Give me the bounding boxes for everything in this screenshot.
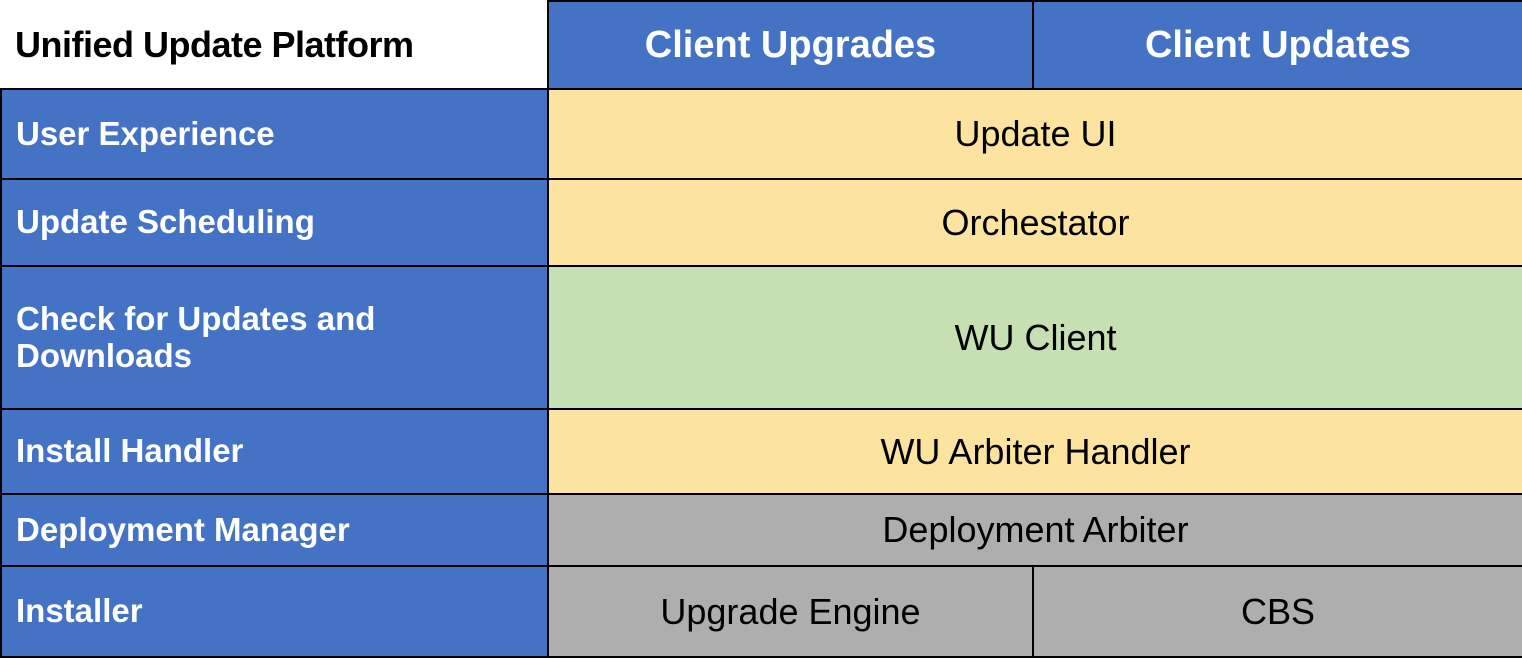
cell-deployment-arbiter: Deployment Arbiter — [547, 493, 1522, 567]
column-header-client-updates: Client Updates — [1032, 0, 1522, 90]
table-row: Update Scheduling Orchestator — [0, 178, 1522, 267]
cell-orchestator: Orchestator — [547, 178, 1522, 267]
cell-upgrade-engine: Upgrade Engine — [547, 565, 1034, 658]
table-row: Install Handler WU Arbiter Handler — [0, 408, 1522, 495]
cell-wu-client: WU Client — [547, 265, 1522, 410]
table-row: Installer Upgrade Engine CBS — [0, 565, 1522, 658]
row-label-install-handler: Install Handler — [0, 408, 549, 495]
row-label-installer: Installer — [0, 565, 549, 658]
cell-cbs: CBS — [1032, 565, 1522, 658]
row-label-user-experience: User Experience — [0, 88, 549, 180]
column-header-client-upgrades: Client Upgrades — [547, 0, 1034, 90]
row-label-update-scheduling: Update Scheduling — [0, 178, 549, 267]
row-label-check-for-updates-and-downloads: Check for Updates and Downloads — [0, 265, 549, 410]
table-header-row: Unified Update Platform Client Upgrades … — [1, 0, 1522, 90]
table-row: User Experience Update UI — [0, 88, 1522, 180]
cell-update-ui: Update UI — [547, 88, 1522, 180]
cell-wu-arbiter-handler: WU Arbiter Handler — [547, 408, 1522, 495]
page-title: Unified Update Platform — [1, 1, 548, 89]
table-row: Check for Updates and Downloads WU Clien… — [0, 265, 1522, 410]
table-row: Deployment Manager Deployment Arbiter — [0, 493, 1522, 567]
row-label-deployment-manager: Deployment Manager — [0, 493, 549, 567]
